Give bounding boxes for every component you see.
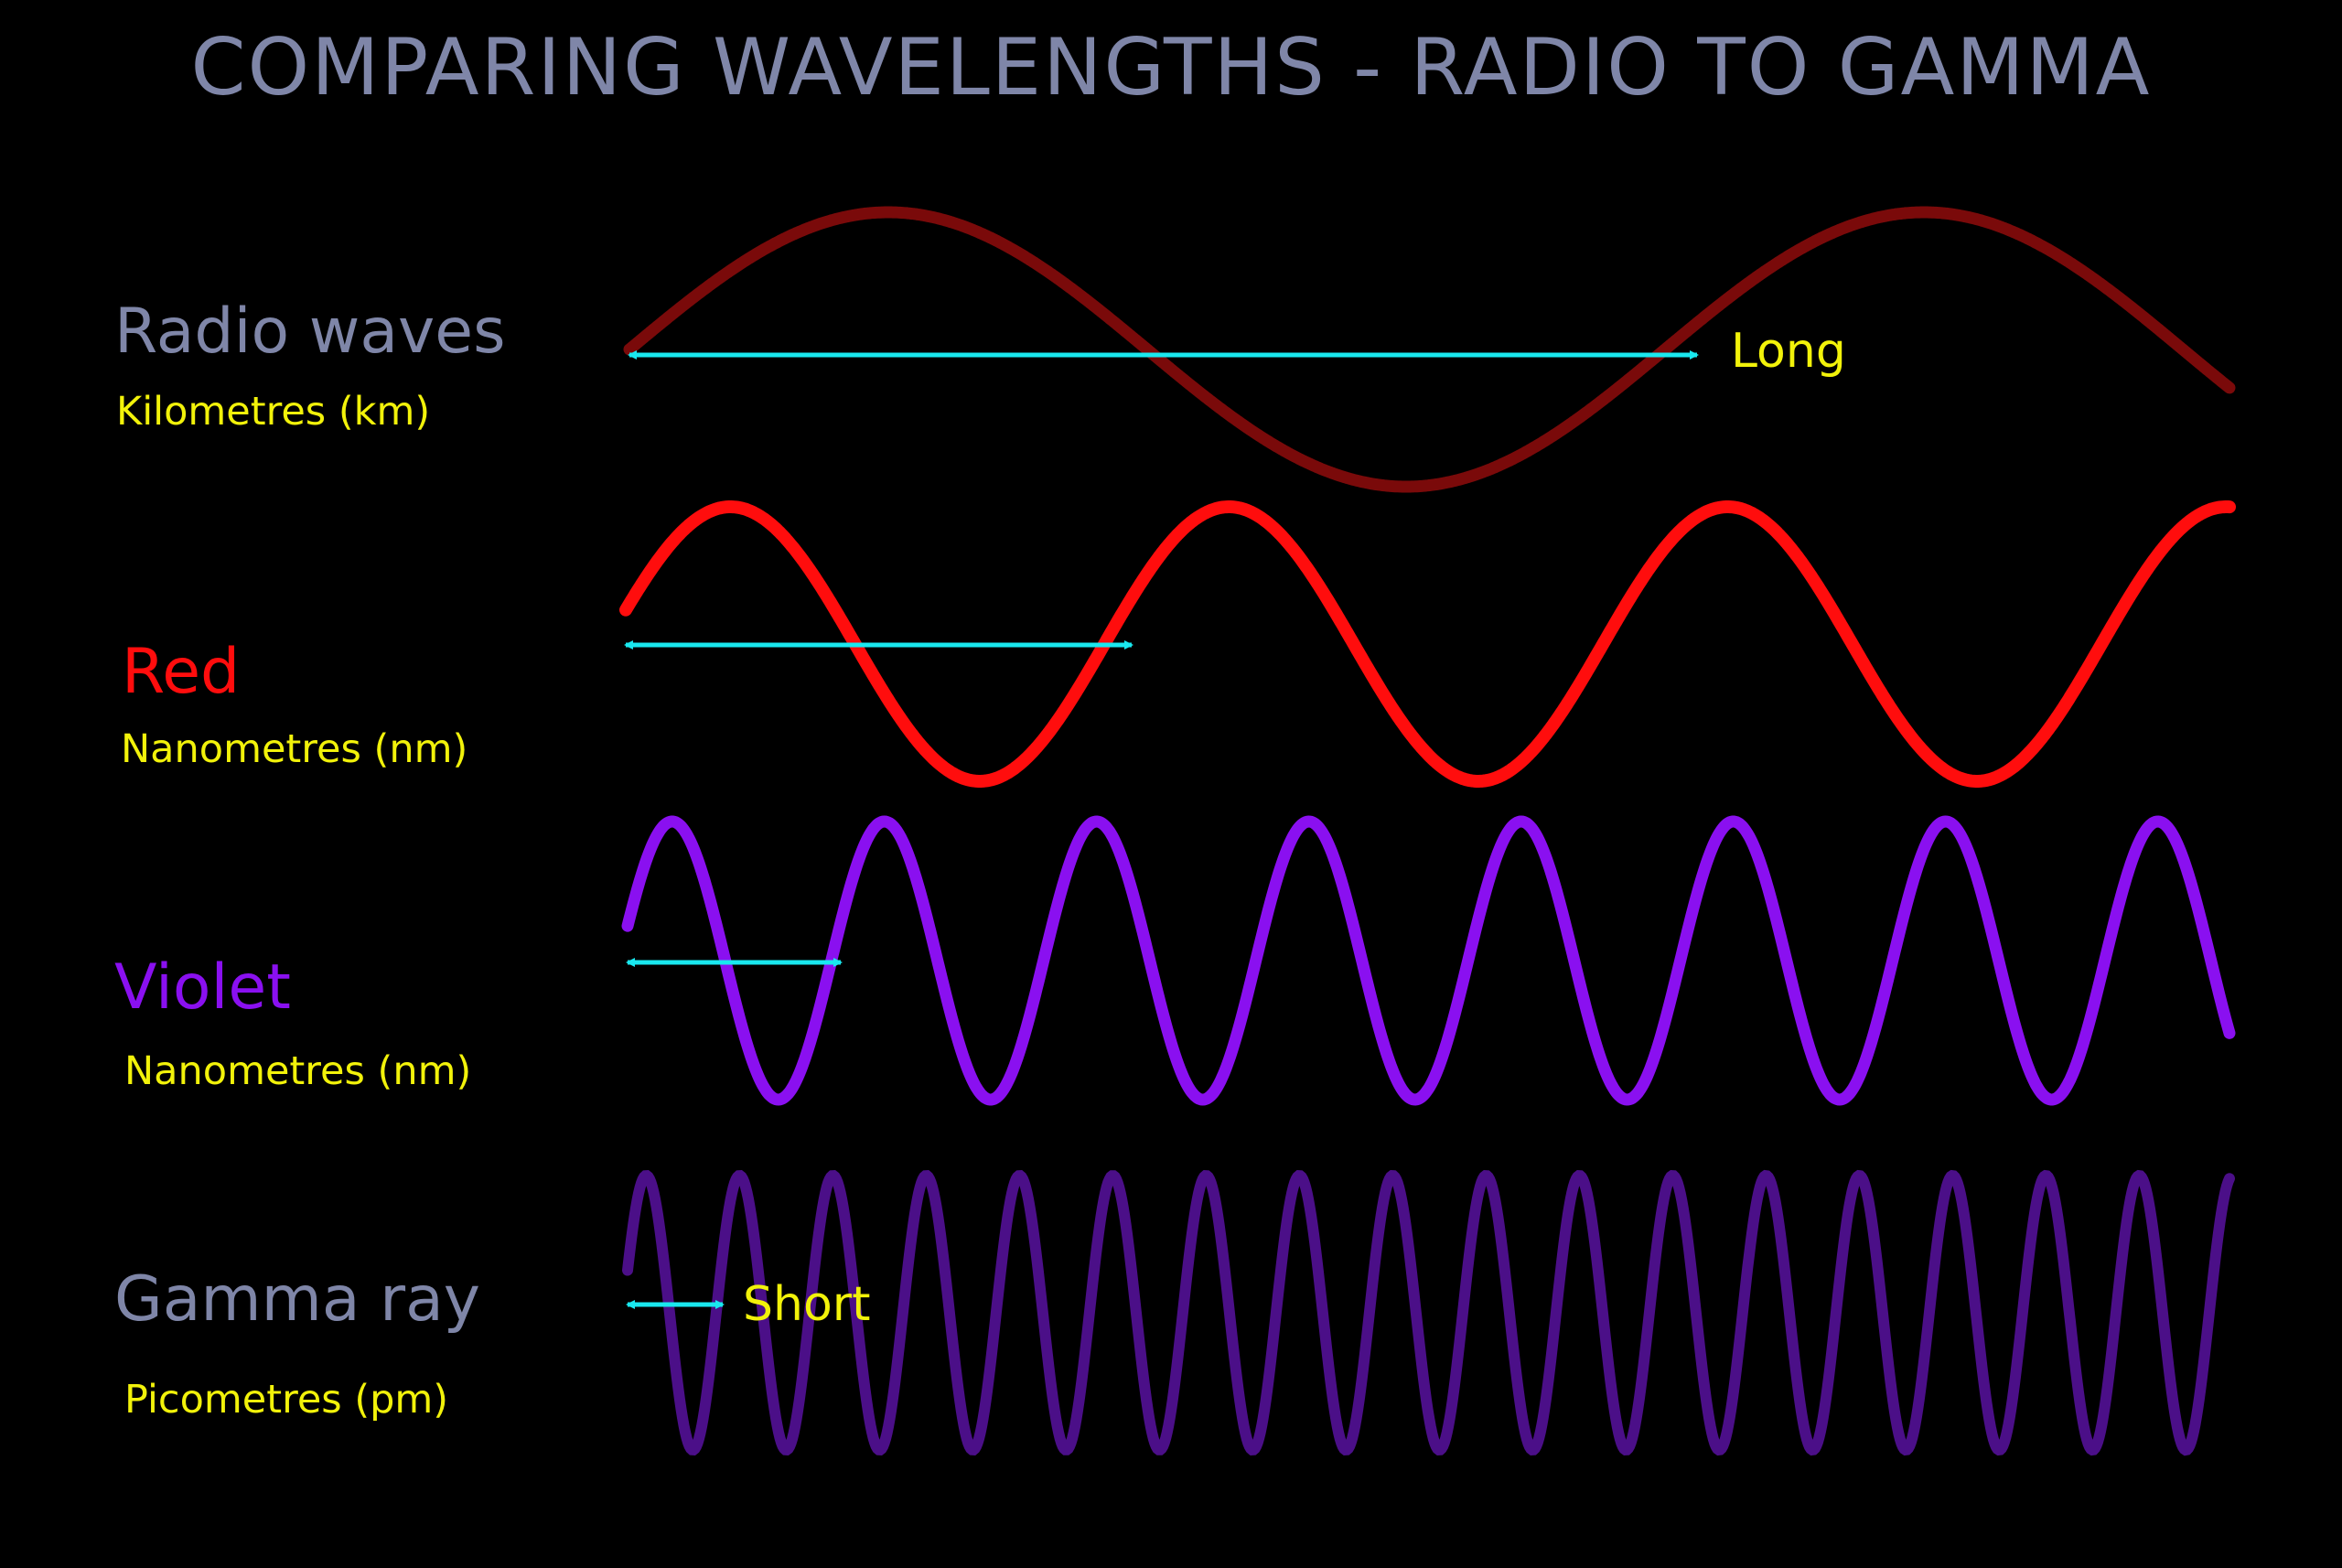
radio-wave	[623, 206, 2236, 493]
long-label: Long	[1731, 324, 1846, 379]
gamma-unit-label: Picometres (pm)	[124, 1377, 448, 1423]
radio-waves-label: Radio waves	[114, 295, 506, 368]
violet-wave	[621, 815, 2236, 1106]
red-unit-label: Nanometres (nm)	[121, 726, 467, 772]
gamma-ray-wave	[622, 1169, 2235, 1456]
red-wave	[619, 500, 2236, 788]
diagram-title: COMPARING WAVELENGTHS - RADIO TO GAMMA	[190, 22, 2151, 113]
gamma-ray-label: Gamma ray	[114, 1263, 480, 1336]
violet-label: Violet	[114, 951, 291, 1024]
radio-unit-label: Kilometres (km)	[116, 389, 430, 435]
red-label: Red	[122, 636, 240, 708]
violet-unit-label: Nanometres (nm)	[124, 1048, 471, 1094]
short-label: Short	[743, 1277, 871, 1332]
